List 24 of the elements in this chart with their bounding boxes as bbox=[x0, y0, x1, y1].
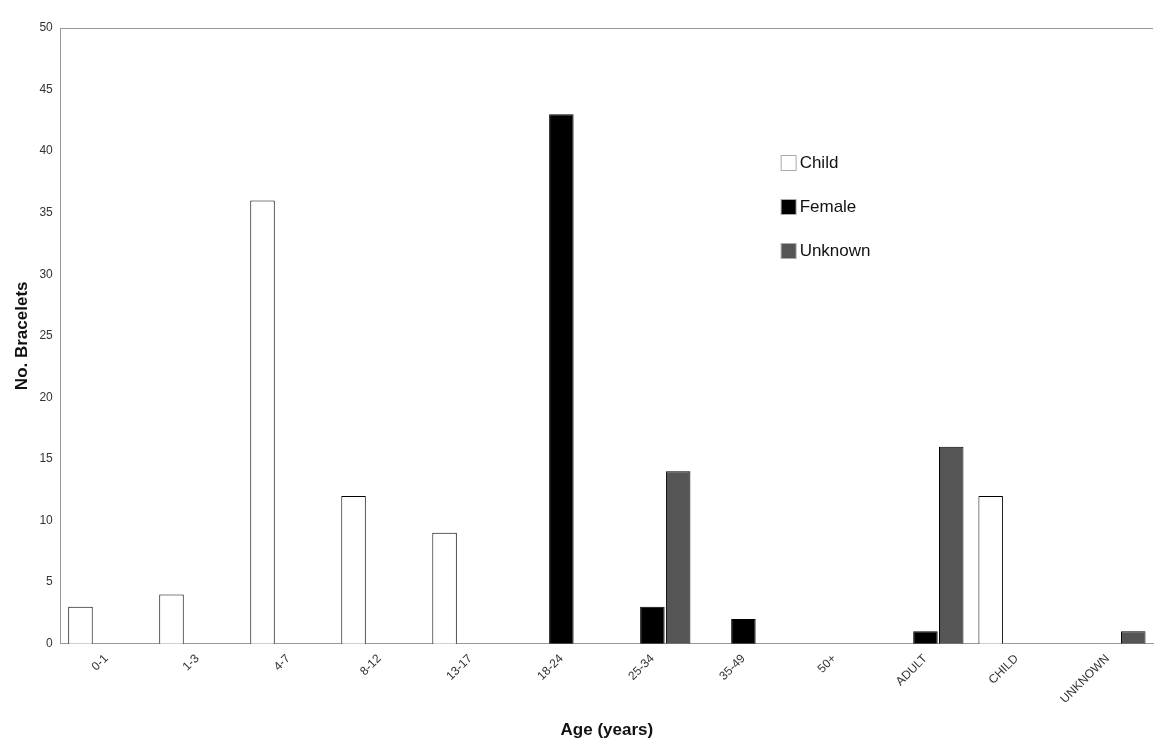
legend-label: Unknown bbox=[799, 240, 871, 260]
bar bbox=[549, 114, 574, 644]
y-tick-label: 10 bbox=[39, 512, 54, 527]
bar bbox=[731, 619, 756, 644]
y-tick-label: 25 bbox=[39, 328, 54, 343]
bar bbox=[640, 606, 665, 644]
y-tick-label: 5 bbox=[46, 574, 54, 589]
y-tick-label: 30 bbox=[39, 266, 54, 281]
x-tick-label: 0-1 bbox=[88, 651, 111, 674]
y-tick-label: 15 bbox=[39, 451, 54, 466]
legend-label: Female bbox=[799, 196, 857, 216]
y-tick-label: 35 bbox=[39, 205, 54, 219]
x-axis-title: Age (years) bbox=[560, 720, 654, 740]
x-tick-label: 1-3 bbox=[179, 651, 202, 674]
y-tick-label: 50 bbox=[39, 20, 54, 35]
y-axis-title: No. Bracelets bbox=[11, 281, 31, 391]
legend-label: Child bbox=[799, 152, 839, 172]
y-tick-label: 20 bbox=[39, 389, 54, 404]
x-tick-label: 50+ bbox=[814, 651, 839, 676]
y-tick-label: 40 bbox=[39, 143, 54, 158]
y-tick-label: 0 bbox=[46, 635, 54, 650]
x-tick-label: 4-7 bbox=[270, 651, 293, 674]
y-tick-label: 45 bbox=[39, 81, 54, 96]
bar bbox=[913, 631, 938, 644]
